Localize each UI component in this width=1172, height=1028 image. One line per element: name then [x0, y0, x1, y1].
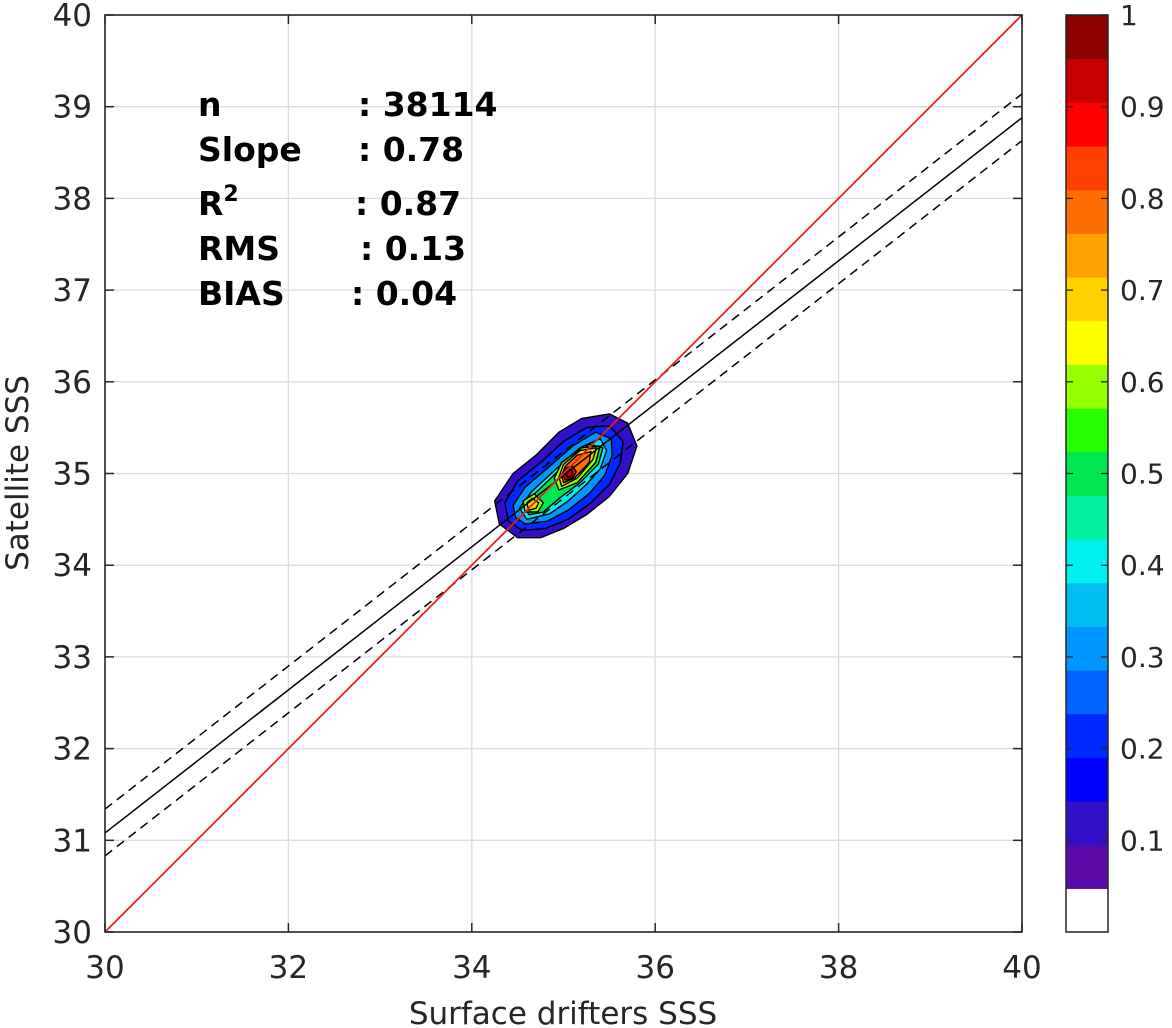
statistics-annotation: n : 38114 Slope : 0.78 R2 : 0.87 RMS : 0… — [198, 85, 498, 313]
x-tick-label: 30 — [85, 950, 124, 986]
stat-rms-label: RMS — [198, 229, 280, 268]
y-tick-label: 38 — [53, 181, 92, 217]
stat-slope-value: : 0.78 — [358, 130, 464, 169]
colorbar-band — [1066, 582, 1108, 627]
y-tick-label: 32 — [53, 732, 92, 768]
x-tick-label: 38 — [819, 950, 858, 986]
y-tick-label: 37 — [53, 273, 92, 309]
colorbar-tick-label: 0.4 — [1120, 549, 1165, 582]
colorbar-band — [1066, 539, 1108, 584]
y-tick-label: 39 — [53, 90, 92, 126]
colorbar-band — [1066, 801, 1108, 846]
density-contours — [494, 413, 638, 539]
colorbar-band — [1066, 713, 1108, 758]
y-tick-label: 34 — [53, 548, 92, 584]
identity-line — [105, 15, 1022, 932]
y-tick-label: 36 — [53, 365, 92, 401]
colorbar-band — [1066, 15, 1108, 60]
stat-rms-value: : 0.13 — [360, 229, 466, 268]
colorbar-band — [1066, 58, 1108, 103]
colorbar-tick-label: 0.9 — [1120, 91, 1165, 124]
colorbar-tick-label: 0.1 — [1120, 824, 1165, 857]
x-tick-label: 36 — [635, 950, 674, 986]
colorbar-band — [1066, 189, 1108, 234]
colorbar-band — [1066, 233, 1108, 278]
colorbar: 0.1 0.2 0.3 0.4 0.5 0.6 0.7 0.8 0.9 1 — [1065, 0, 1165, 933]
colorbar-band — [1066, 888, 1108, 933]
y-tick-label: 33 — [53, 640, 92, 676]
stat-r2-label: R2 — [198, 182, 239, 223]
colorbar-band — [1066, 670, 1108, 715]
stat-bias-value: : 0.04 — [351, 274, 457, 313]
colorbar-band — [1066, 495, 1108, 540]
y-tick-label: 31 — [53, 823, 92, 859]
colorbar-band — [1066, 408, 1108, 453]
colorbar-band — [1066, 626, 1108, 671]
stat-bias-label: BIAS — [198, 274, 285, 313]
x-axis-label: Surface drifters SSS — [409, 996, 717, 1028]
x-axis-ticks: 30 32 34 36 38 40 — [85, 15, 1042, 986]
colorbar-band — [1066, 844, 1108, 889]
colorbar-band — [1066, 320, 1108, 365]
x-tick-label: 40 — [1002, 950, 1041, 986]
y-tick-label: 35 — [53, 457, 92, 493]
x-tick-label: 34 — [452, 950, 491, 986]
colorbar-tick-label: 0.7 — [1120, 274, 1165, 307]
colorbar-tick-label: 0.2 — [1120, 733, 1165, 766]
stat-n-label: n — [198, 85, 222, 124]
y-axis-label: Satellite SSS — [0, 375, 36, 571]
stat-n-value: : 38114 — [358, 85, 498, 124]
x-tick-label: 32 — [269, 950, 308, 986]
regression-lines — [105, 15, 1022, 932]
colorbar-tick-label: 0.3 — [1120, 641, 1165, 674]
colorbar-tick-label: 0.6 — [1120, 366, 1165, 399]
colorbar-tick-label: 0.8 — [1120, 182, 1165, 215]
y-tick-label: 30 — [53, 915, 92, 951]
colorbar-band — [1066, 102, 1108, 147]
stat-slope-label: Slope — [198, 130, 302, 169]
colorbar-band — [1066, 277, 1108, 322]
regression-fit-line — [105, 117, 1022, 834]
colorbar-tick-label: 1 — [1120, 0, 1138, 32]
colorbar-band — [1066, 757, 1108, 802]
y-axis-ticks: 30 31 32 33 34 35 36 37 38 39 40 — [53, 0, 1022, 951]
stat-r2-value: : 0.87 — [355, 184, 461, 223]
y-tick-label: 40 — [53, 0, 92, 34]
colorbar-tick-label: 0.5 — [1120, 458, 1165, 491]
colorbar-band — [1066, 146, 1108, 191]
colorbar-band — [1066, 364, 1108, 409]
